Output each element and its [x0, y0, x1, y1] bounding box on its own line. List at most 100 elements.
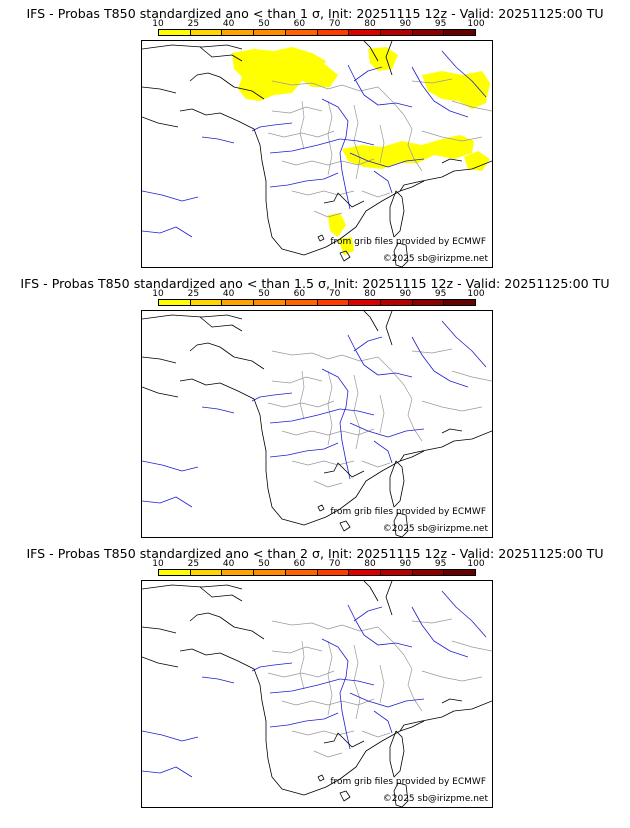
colorbar	[158, 569, 476, 576]
coastline	[441, 428, 463, 434]
coastline	[323, 192, 365, 208]
colorbar-tick-label: 40	[222, 289, 235, 299]
colorbar-tick-label: 50	[258, 289, 270, 299]
admin-border-line	[271, 350, 379, 362]
probability-fill-area	[342, 135, 474, 169]
colorbar-segment	[380, 570, 413, 575]
coastline	[142, 626, 177, 634]
admin-border-line	[379, 664, 385, 704]
river-line	[373, 440, 393, 464]
coastline	[441, 158, 463, 164]
admin-border-line	[377, 626, 423, 712]
river-line	[142, 190, 199, 202]
coastline	[325, 450, 425, 518]
panel-title: IFS - Probas T850 standardized ano < tha…	[26, 6, 604, 21]
colorbar-tick-label: 10	[152, 289, 164, 299]
colorbar-segment	[190, 300, 223, 305]
colorbar-tick-label: 40	[222, 19, 235, 29]
river-line	[347, 64, 413, 108]
colorbar-segment	[444, 30, 476, 35]
coastline	[399, 700, 492, 732]
coastline	[189, 72, 265, 100]
river-line	[373, 710, 393, 734]
colorbar-segment	[444, 570, 476, 575]
colorbar-segment	[317, 300, 350, 305]
coastline	[142, 314, 243, 320]
colorbar-ticks: 10 25 40 50 60 70 80 90 95 100	[152, 19, 484, 29]
probability-fill-area	[464, 151, 490, 171]
island-outline	[339, 790, 351, 802]
admin-border-line	[271, 620, 379, 632]
colorbar-tick-label: 90	[399, 289, 412, 299]
island-outline	[339, 520, 351, 532]
admin-border-line	[361, 460, 391, 468]
coastline	[199, 46, 243, 62]
admin-border-line	[267, 400, 335, 408]
island-outline	[393, 782, 409, 807]
probability-fill-area	[292, 57, 338, 87]
colorbar-ticks: 10 25 40 50 60 70 80 90 95 100	[152, 559, 484, 569]
river-line	[321, 98, 351, 210]
admin-border-line	[451, 370, 492, 382]
river-line	[201, 136, 235, 144]
coastline	[363, 311, 379, 332]
coastline	[399, 430, 492, 462]
coastline	[385, 41, 393, 76]
river-line	[353, 66, 383, 82]
river-line	[441, 590, 487, 638]
river-line	[321, 638, 351, 750]
colorbar-tick-label: 25	[187, 559, 200, 569]
colorbar-segment	[159, 30, 191, 35]
colorbar-segment	[190, 570, 223, 575]
river-line	[441, 320, 487, 368]
admin-border-line	[271, 376, 323, 384]
colorbar-segment	[317, 570, 350, 575]
colorbar-tick-label: 25	[187, 19, 200, 29]
coastline	[142, 386, 179, 398]
river-line	[142, 496, 193, 508]
source-credit: from grib files provided by ECMWF	[330, 237, 486, 247]
colorbar-segment	[254, 570, 286, 575]
admin-border-line	[299, 370, 305, 420]
colorbar-tick-label: 60	[293, 289, 306, 299]
admin-border-line	[281, 428, 375, 436]
colorbar-tick-label: 10	[152, 19, 164, 29]
admin-border-line	[411, 348, 453, 354]
colorbar-segment	[190, 30, 223, 35]
coastline	[323, 732, 365, 748]
admin-border-line	[299, 640, 305, 690]
copyright-credit: ©2025 sb@irizpme.net	[382, 524, 488, 534]
island-outline	[389, 460, 405, 508]
probability-fill-area	[368, 47, 398, 71]
river-line	[411, 66, 469, 118]
coastline	[199, 316, 243, 332]
panel-title: IFS - Probas T850 standardized ano < tha…	[26, 546, 604, 561]
colorbar-tick-label: 100	[467, 19, 485, 29]
admin-border-line	[451, 100, 492, 112]
admin-border-line	[281, 698, 375, 706]
colorbar-segment	[349, 570, 381, 575]
coastline	[199, 586, 243, 602]
coastline	[179, 648, 327, 796]
admin-border-line	[421, 670, 483, 682]
colorbar-segment	[159, 570, 191, 575]
colorbar-tick-label: 100	[467, 289, 485, 299]
river-line	[269, 442, 339, 458]
river-line	[269, 408, 375, 424]
copyright-credit: ©2025 sb@irizpme.net	[382, 794, 488, 804]
coastline	[399, 160, 492, 192]
admin-border-line	[313, 210, 343, 218]
coastline	[142, 584, 243, 590]
admin-border-line	[267, 130, 335, 138]
river-line	[269, 712, 339, 728]
admin-border-line	[361, 190, 391, 198]
river-line	[269, 172, 339, 188]
coastline	[325, 720, 425, 788]
source-credit: from grib files provided by ECMWF	[330, 777, 486, 787]
coastline	[385, 311, 393, 346]
colorbar-segment	[254, 30, 286, 35]
coastline	[142, 44, 243, 50]
island-outline	[389, 190, 405, 238]
colorbar-segment	[285, 30, 318, 35]
coastline	[323, 462, 365, 478]
